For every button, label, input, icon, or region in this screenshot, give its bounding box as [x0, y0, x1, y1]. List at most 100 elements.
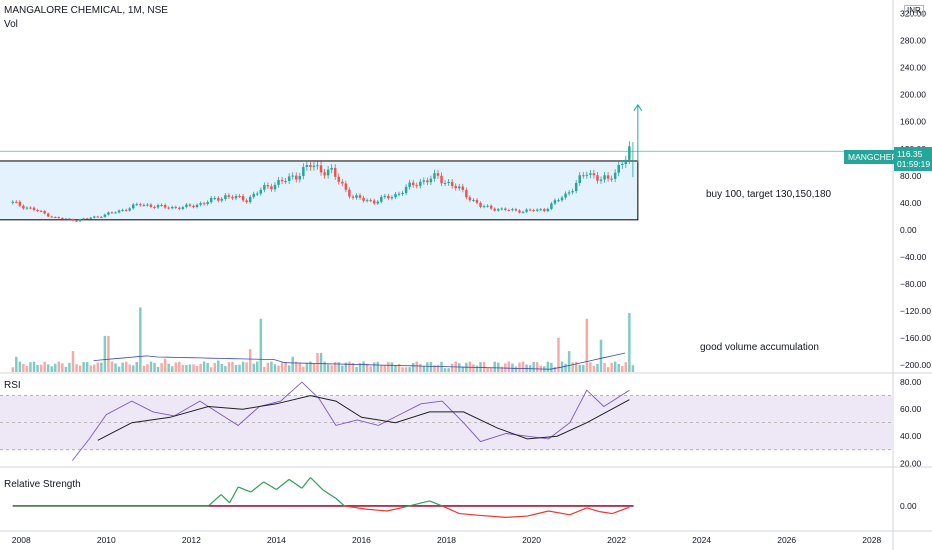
rsi-pane-label: RSI [4, 380, 21, 391]
price-candle [582, 171, 585, 179]
price-candle [344, 180, 348, 193]
volume-bar [149, 361, 153, 372]
volume-bar [305, 363, 309, 372]
volume-bar [213, 362, 216, 372]
volume-bar [160, 363, 163, 372]
rs-line-segment [548, 510, 570, 516]
volume-bar [117, 366, 121, 372]
price-candle [238, 193, 241, 199]
price-candle [174, 205, 178, 210]
volume-bar [348, 361, 351, 372]
volume-bar [181, 364, 185, 372]
volume-bar [153, 362, 156, 372]
price-candle [224, 193, 227, 201]
price-candle [422, 177, 426, 185]
volume-bar [128, 364, 131, 372]
price-candle [472, 198, 475, 203]
price-candle [295, 172, 298, 183]
bar-countdown: 01:59:19 [897, 159, 931, 169]
volume-bar [606, 367, 610, 372]
volume-bar [486, 368, 489, 372]
volume-bar [599, 339, 603, 372]
volume-bar [124, 361, 128, 372]
price-candle [511, 207, 514, 212]
price-candle [270, 183, 273, 192]
volume-bar [436, 364, 440, 372]
volume-bar [344, 362, 348, 372]
price-candle [461, 183, 465, 193]
price-candle [100, 216, 103, 218]
volume-bar [553, 367, 557, 372]
price-axis-tick-label: 80.00 [900, 171, 922, 181]
price-candle [273, 182, 277, 192]
price-candle [298, 172, 302, 183]
price-candle [68, 217, 71, 220]
price-candle [256, 191, 259, 197]
volume-bar [199, 363, 202, 372]
volume-bar [185, 365, 188, 372]
price-candle [447, 179, 450, 186]
rs-line-segment [599, 511, 613, 515]
rs-line-segment [386, 506, 405, 512]
volume-bar [245, 362, 248, 372]
currency-badge[interactable]: INR [904, 5, 924, 16]
volume-bar [472, 364, 475, 372]
volume-bar [206, 363, 209, 372]
price-candle [82, 217, 85, 221]
volume-bar [518, 362, 521, 372]
price-candle [75, 220, 78, 222]
price-candle [596, 171, 599, 184]
volume-bar [433, 365, 436, 372]
price-candle [440, 172, 443, 187]
volume-bar [248, 349, 252, 372]
last-price-value: 116.35 [897, 149, 923, 159]
x-axis-tick-label: 2018 [437, 535, 456, 545]
volume-bar [390, 362, 394, 372]
volume-bar [54, 363, 57, 372]
volume-bar [387, 361, 390, 372]
volume-bar [252, 363, 255, 372]
price-candle [266, 182, 270, 189]
rs-line-segment [310, 477, 324, 491]
rs-line-segment [480, 514, 507, 518]
x-axis-tick-label: 2010 [97, 535, 116, 545]
volume-bar [603, 363, 606, 372]
volume-bar [50, 366, 53, 372]
volume-bar [280, 362, 284, 372]
volume-bar [617, 364, 620, 372]
volume-bar [628, 313, 631, 372]
price-candle [85, 217, 89, 220]
price-candle [192, 204, 195, 209]
price-candle [426, 177, 429, 186]
price-candle [468, 195, 472, 203]
volume-bar [507, 361, 511, 372]
price-candle [369, 198, 372, 203]
price-candle [521, 210, 525, 214]
price-candle [330, 164, 333, 174]
price-candle [372, 198, 376, 206]
volume-bar [319, 353, 323, 372]
volume-bar [146, 364, 149, 372]
volume-bar [514, 366, 518, 372]
price-candle [57, 216, 61, 219]
rs-line-segment [322, 489, 337, 499]
price-candle [585, 171, 589, 179]
volume-bar [273, 364, 277, 372]
volume-bar [231, 361, 234, 372]
price-candle [11, 200, 14, 205]
rs-line-segment [229, 486, 239, 504]
volume-bar [532, 361, 535, 372]
volume-bar [192, 364, 195, 372]
symbol-title: MANGALORE CHEMICAL, 1M, NSE [4, 5, 168, 16]
price-candle [54, 216, 57, 219]
volume-bar [46, 364, 50, 372]
price-candle [142, 203, 146, 207]
price-candle [550, 201, 553, 211]
rs-line-segment [527, 510, 549, 517]
price-candle [284, 178, 287, 185]
price-axis-tick-label: −160.00 [900, 333, 931, 343]
volume-bar [209, 367, 213, 372]
volume-bar [312, 363, 316, 372]
price-candle [316, 161, 319, 170]
volume-bar [270, 361, 273, 372]
